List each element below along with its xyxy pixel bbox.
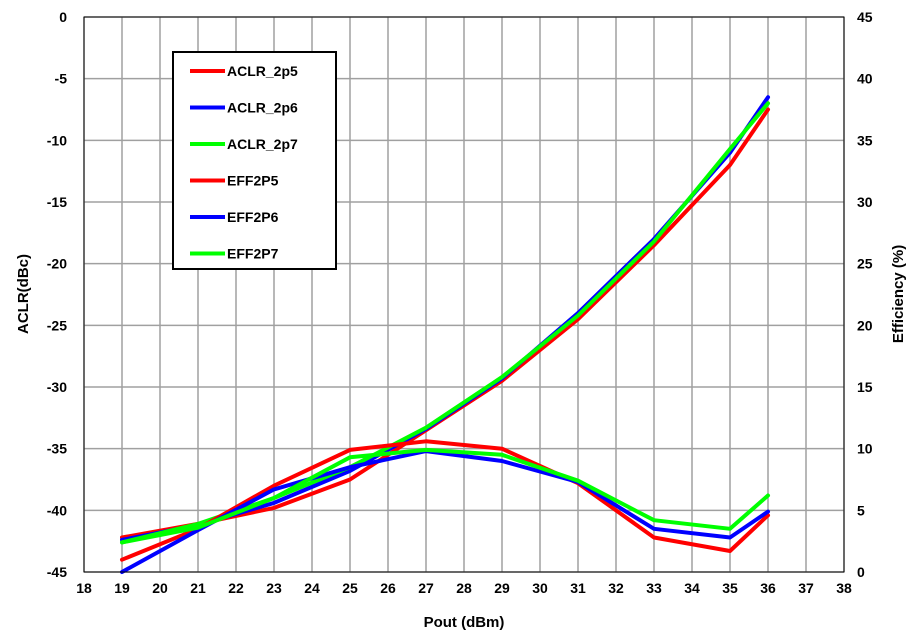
data-point-aclr_2p6 [728,535,732,539]
legend-label: EFF2P5 [227,173,279,189]
x-tick-label: 27 [418,580,434,596]
x-tick-label: 29 [494,580,510,596]
y-right-tick-label: 0 [857,564,865,580]
data-point-aclr_2p6 [766,510,770,514]
data-point-aclr_2p5 [272,484,276,488]
x-axis-title: Pout (dBm) [424,614,505,631]
x-tick-label: 23 [266,580,282,596]
data-point-aclr_2p5 [120,558,124,562]
x-tick-label: 22 [228,580,244,596]
data-point-eff2p7 [196,522,200,526]
data-point-aclr_2p7 [120,540,124,544]
legend-box [172,51,337,270]
x-tick-label: 32 [608,580,624,596]
data-point-eff2p7 [500,375,504,379]
y-right-tick-label: 20 [857,317,873,333]
y-left-tick-label: -35 [47,441,67,457]
data-point-aclr_2p6 [652,527,656,531]
y-right-tick-label: 5 [857,502,865,518]
data-point-eff2p6 [272,501,276,505]
series-line-aclr_2p6 [120,449,770,574]
legend-label: EFF2P7 [227,246,279,262]
data-point-eff2p7 [576,313,580,317]
data-point-eff2p5 [766,108,770,111]
data-point-aclr_2p7 [728,527,732,531]
legend-label: EFF2P6 [227,209,279,225]
series-lines [120,95,770,574]
data-point-aclr_2p7 [766,494,770,498]
x-tick-label: 33 [646,580,662,596]
data-point-eff2p7 [766,101,770,105]
data-point-aclr_2p6 [348,465,352,469]
y-left-axis-title: ACLR(dBc) [15,254,32,334]
series-line-aclr_2p5 [120,439,770,562]
plot-frame [83,16,845,573]
data-point-eff2p7 [424,426,428,430]
data-point-aclr_2p5 [424,439,428,443]
y-right-axis-title: Efficiency (%) [890,245,907,343]
data-point-aclr_2p7 [500,453,504,457]
x-tick-label: 37 [798,580,814,596]
x-tick-labels: 18 19 20 21 22 23 24 25 26 27 28 29 30 31 32 33 34 35 36 37… [76,580,852,596]
y-left-tick-label: -45 [47,564,67,580]
y-right-tick-label: 10 [857,441,873,457]
x-tick-label: 19 [114,580,130,596]
data-point-eff2p5 [348,478,352,481]
x-tick-label: 25 [342,580,358,596]
y-right-tick-label: 35 [857,132,873,148]
legend-label: ACLR_2p7 [227,136,298,152]
data-point-aclr_2p7 [576,479,580,483]
x-tick-label: 26 [380,580,396,596]
y-left-tick-label: -25 [47,317,67,333]
x-tick-label: 35 [722,580,738,596]
x-tick-label: 20 [152,580,168,596]
y-left-tick-label: -20 [47,256,67,272]
y-left-tick-label: -30 [47,379,67,395]
data-point-aclr_2p5 [348,448,352,452]
data-point-aclr_2p5 [728,549,732,553]
data-point-aclr_2p6 [272,487,276,491]
data-point-aclr_2p6 [500,459,504,463]
x-tick-label: 18 [76,580,92,596]
y-left-tick-labels: 0 -5 -10 -15 -20 -25 -30 -35 -40 -45 [47,9,67,580]
x-tick-label: 28 [456,580,472,596]
y-right-tick-label: 25 [857,256,873,272]
series-line-aclr_2p7 [120,447,770,545]
x-tick-label: 21 [190,580,206,596]
y-right-tick-label: 45 [857,9,873,25]
legend: ACLR_2p5 ACLR_2p6 ACLR_2p7 EFF2P5 EFF2P6 EFF2… [172,51,337,270]
legend-label: ACLR_2p6 [227,100,298,116]
data-point-eff2p7 [728,147,732,151]
data-point-aclr_2p5 [500,447,504,451]
y-right-tick-labels: 45 40 35 30 25 20 15 10 5 0 [857,9,873,580]
y-left-tick-label: -5 [55,71,68,87]
y-left-tick-label: -10 [47,132,67,148]
data-point-eff2p6 [348,469,352,473]
data-point-aclr_2p7 [652,518,656,522]
x-tick-label: 31 [570,580,586,596]
legend-label: ACLR_2p5 [227,63,298,79]
x-tick-label: 34 [684,580,700,596]
data-point-eff2p6 [766,95,770,99]
data-point-aclr_2p7 [196,526,200,530]
x-tick-label: 38 [836,580,852,596]
y-right-tick-label: 40 [857,71,873,87]
data-point-eff2p5 [272,506,276,510]
data-point-aclr_2p5 [652,535,656,539]
y-left-tick-label: -40 [47,502,67,518]
data-point-eff2p5 [728,163,732,167]
data-point-aclr_2p7 [272,496,276,500]
y-left-tick-label: 0 [59,9,67,25]
data-point-aclr_2p7 [424,448,428,452]
x-tick-label: 30 [532,580,548,596]
x-tick-label: 36 [760,580,776,596]
y-right-tick-label: 15 [857,379,873,395]
x-tick-label: 24 [304,580,320,596]
y-right-tick-label: 30 [857,194,873,210]
data-point-aclr_2p7 [348,455,352,459]
y-left-tick-label: -15 [47,194,67,210]
data-point-eff2p7 [652,239,656,243]
